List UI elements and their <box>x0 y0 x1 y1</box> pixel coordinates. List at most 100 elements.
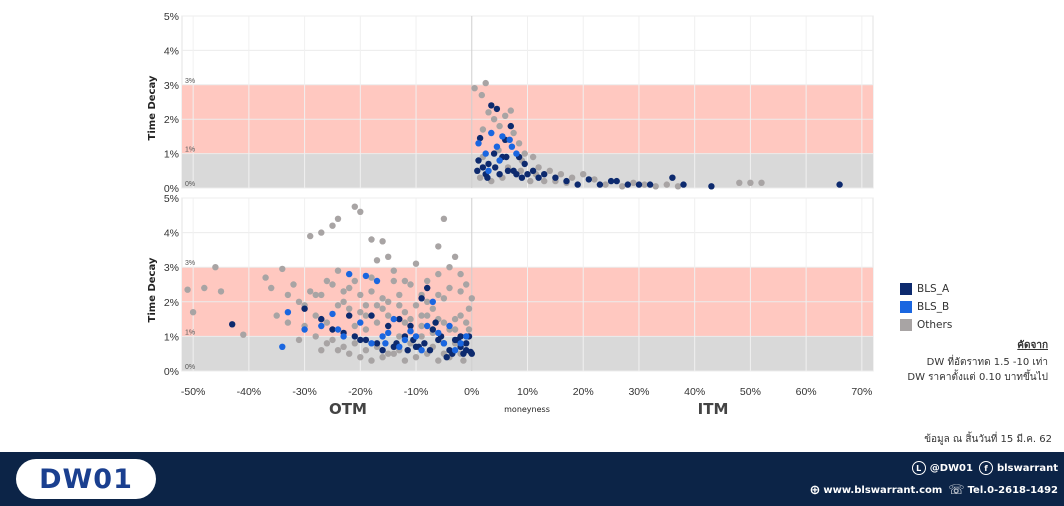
point-others <box>591 176 598 183</box>
point-others <box>507 107 514 114</box>
point-bls-b <box>346 270 353 278</box>
point-others <box>758 179 765 186</box>
x-tick-label: 0% <box>464 386 479 398</box>
point-others <box>318 347 325 354</box>
point-others <box>736 179 743 186</box>
otm-label: OTM <box>329 400 367 418</box>
point-bls-a <box>493 105 501 113</box>
point-others <box>279 265 286 273</box>
point-bls-a <box>607 177 615 185</box>
footer-bar: DW01 L @DW01 f blswarrant ⊕ www.blswarra… <box>0 452 1064 506</box>
point-others <box>295 298 303 305</box>
point-others <box>390 267 397 274</box>
point-others <box>373 257 381 264</box>
point-others <box>529 153 537 161</box>
point-bls-b <box>368 340 375 347</box>
point-others <box>440 295 448 302</box>
note-line-ratio: DW ที่อัตราทด 1.5 -10 เท่า <box>926 357 1048 368</box>
y-tick-label: 4% <box>164 45 179 57</box>
point-others <box>479 126 487 133</box>
point-bls-b <box>418 347 425 354</box>
point-bls-b <box>357 319 364 326</box>
point-others <box>212 264 219 271</box>
point-bls-a <box>424 284 431 292</box>
point-others <box>362 302 370 309</box>
point-bls-a <box>229 321 236 328</box>
line-handle[interactable]: @DW01 <box>929 462 973 474</box>
point-others <box>674 183 682 190</box>
x-tick-label: 40% <box>684 386 705 398</box>
point-others <box>418 333 425 340</box>
point-bls-b <box>340 333 347 340</box>
point-bls-b <box>385 329 392 337</box>
point-bls-b <box>334 326 342 333</box>
point-bls-a <box>624 181 631 188</box>
point-others <box>357 208 364 215</box>
point-others <box>527 177 534 185</box>
point-bls-a <box>346 312 353 319</box>
y-axis-title-bottom: Time Decay <box>147 257 158 322</box>
point-others <box>446 264 453 271</box>
phone-number[interactable]: Tel.0-2618-1492 <box>967 485 1058 496</box>
point-others <box>184 286 191 293</box>
point-bls-b <box>440 340 448 347</box>
point-others <box>284 319 292 326</box>
data-date: ข้อมูล ณ สิ้นวันที่ 15 มี.ค. 62 <box>924 434 1052 445</box>
point-others <box>385 312 392 319</box>
legend-label-others: Others <box>917 319 953 331</box>
point-others <box>362 347 370 354</box>
point-others <box>510 129 517 137</box>
point-bls-b <box>429 298 436 305</box>
point-others <box>346 305 353 312</box>
point-others <box>412 354 420 361</box>
point-others <box>385 350 392 357</box>
point-others <box>412 302 420 309</box>
point-others <box>334 347 342 354</box>
point-others <box>435 270 442 278</box>
point-bls-a <box>563 177 570 185</box>
point-others <box>318 229 325 236</box>
point-bls-b <box>318 322 325 330</box>
point-others <box>351 322 358 330</box>
point-others <box>652 183 659 190</box>
point-others <box>312 312 319 319</box>
y-tick-label: 0% <box>164 366 179 378</box>
point-others <box>460 357 467 364</box>
point-bls-a <box>708 183 715 190</box>
point-others <box>515 140 523 147</box>
point-bls-a <box>513 171 520 178</box>
point-bls-b <box>424 322 431 330</box>
point-bls-a <box>351 333 358 340</box>
point-bls-a <box>529 167 537 174</box>
point-bls-b <box>279 343 286 350</box>
point-bls-a <box>521 160 528 168</box>
point-others <box>619 183 626 190</box>
point-others <box>368 274 375 281</box>
point-bls-b <box>284 309 292 316</box>
point-bls-b <box>499 133 506 140</box>
point-others <box>424 277 431 285</box>
filter-note: คัดจาก DW ที่อัตราทด 1.5 -10 เท่า DW ราค… <box>907 338 1048 385</box>
point-others <box>435 357 442 364</box>
point-others <box>396 302 403 309</box>
point-others <box>521 150 528 157</box>
point-bls-b <box>435 329 442 337</box>
point-bls-a <box>479 164 487 171</box>
y-tick-label: 1% <box>164 331 179 343</box>
band-label: 1% <box>185 329 195 336</box>
facebook-handle[interactable]: blswarrant <box>996 462 1058 474</box>
point-others <box>334 215 342 222</box>
point-others <box>368 288 375 295</box>
legend-swatch-bls-a <box>900 283 912 295</box>
point-others <box>465 305 473 312</box>
point-bls-a <box>574 181 581 188</box>
website-link[interactable]: www.blswarrant.com <box>823 485 943 496</box>
point-others <box>346 350 353 357</box>
point-bls-a <box>484 174 491 181</box>
point-bls-a <box>357 336 364 344</box>
point-others <box>401 277 409 285</box>
point-others <box>373 319 381 326</box>
point-others <box>471 85 478 92</box>
legend-swatch-others <box>900 319 912 331</box>
point-bls-a <box>418 295 425 302</box>
